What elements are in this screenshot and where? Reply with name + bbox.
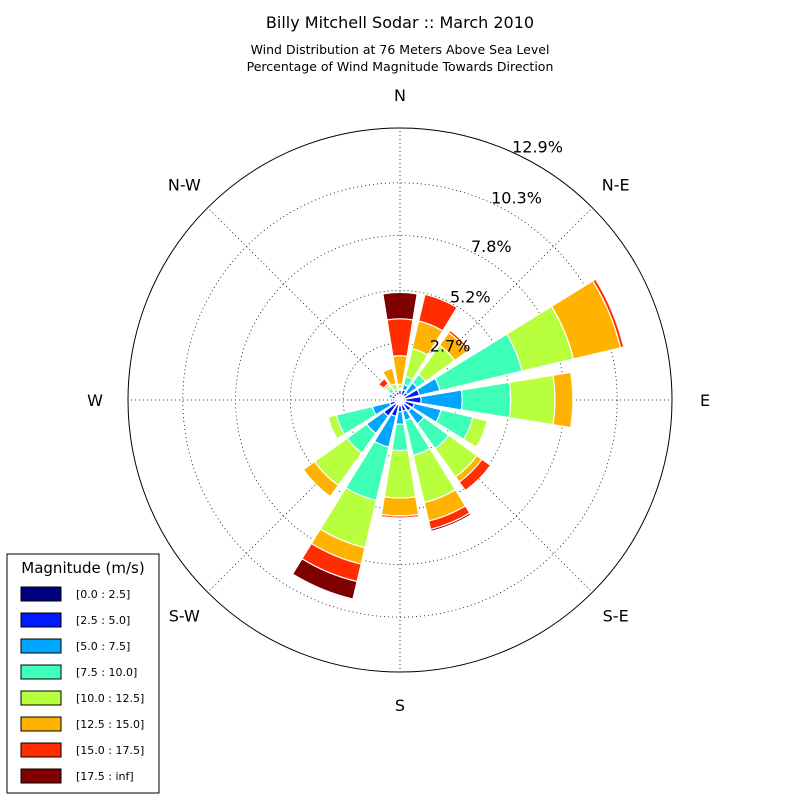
direction-label-s-e: S-E xyxy=(603,607,629,626)
legend-swatch-1 xyxy=(20,612,62,628)
grid-circle-3 xyxy=(182,182,618,618)
bar-dir-247.5-bin-4 xyxy=(327,414,346,440)
bar-dir-270-bin-2 xyxy=(389,397,394,403)
bar-dir-67.5-bin-6 xyxy=(592,278,625,349)
legend-entry-3: [7.5 : 10.0] xyxy=(76,666,137,679)
wind-bars xyxy=(291,278,625,600)
legend-swatch-3 xyxy=(20,664,62,680)
bar-dir-0-bin-6 xyxy=(386,318,414,357)
radial-tick-label-4: 12.9% xyxy=(512,138,563,157)
bar-dir-157.5-bin-7 xyxy=(429,512,472,533)
legend-swatch-6 xyxy=(20,742,62,758)
grid-spoke-5 xyxy=(207,399,401,593)
bar-dir-180-bin-3 xyxy=(391,423,409,452)
chart-title: Billy Mitchell Sodar :: March 2010 xyxy=(266,13,534,32)
radial-tick-label-3: 10.3% xyxy=(491,188,542,207)
bar-dir-45-bin-6 xyxy=(447,329,471,353)
legend-entry-2: [5.0 : 7.5] xyxy=(76,640,130,653)
chart-subtitle-line-1: Wind Distribution at 76 Meters Above Sea… xyxy=(251,42,550,57)
direction-label-w: W xyxy=(87,391,103,410)
legend-entry-6: [15.0 : 17.5] xyxy=(76,744,144,757)
radial-tick-label-1: 5.2% xyxy=(450,288,491,307)
legend-entry-4: [10.0 : 12.5] xyxy=(76,692,144,705)
bar-dir-225-bin-5 xyxy=(302,460,340,498)
bar-dir-22.5-bin-6 xyxy=(417,293,458,332)
bar-dir-112.5-bin-4 xyxy=(462,416,488,448)
direction-label-s-w: S-W xyxy=(169,607,200,626)
direction-label-n-e: N-E xyxy=(602,175,630,194)
bar-dir-180-bin-4 xyxy=(383,449,417,499)
bar-dir-180-bin-6 xyxy=(380,513,420,519)
legend-swatch-5 xyxy=(20,716,62,732)
legend-entry-1: [2.5 : 5.0] xyxy=(76,614,130,627)
direction-label-n-w: N-W xyxy=(168,175,201,194)
bar-dir-292.5-bin-2 xyxy=(387,393,394,399)
legend-swatch-4 xyxy=(20,690,62,706)
legend-swatch-2 xyxy=(20,638,62,654)
bar-dir-337.5-bin-5 xyxy=(382,367,397,387)
legend-entry-0: [0.0 : 2.5] xyxy=(76,588,130,601)
legend: Magnitude (m/s) [0.0 : 2.5] [2.5 : 5.0] [5.… xyxy=(6,553,160,794)
legend-swatch-7 xyxy=(20,768,62,784)
bar-dir-90-bin-3 xyxy=(460,381,512,419)
grid-spoke-1 xyxy=(399,207,593,401)
legend-swatch-0 xyxy=(20,586,62,602)
bar-dir-315-bin-6 xyxy=(377,377,390,390)
radial-tick-label-0: 2.7% xyxy=(430,336,471,355)
grid-spoke-7 xyxy=(207,207,401,401)
radial-tick-label-2: 7.8% xyxy=(471,237,512,256)
direction-label-e: E xyxy=(700,391,710,410)
legend-entry-5: [12.5 : 15.0] xyxy=(76,718,144,731)
bar-dir-90-bin-5 xyxy=(552,371,574,429)
legend-entry-7: [17.5 : inf] xyxy=(76,770,134,783)
direction-label-s: S xyxy=(395,696,405,715)
direction-label-n: N xyxy=(394,86,406,105)
bar-dir-90-bin-4 xyxy=(508,374,556,426)
bar-dir-135-bin-6 xyxy=(458,458,492,492)
bar-dir-202.5-bin-7 xyxy=(291,557,358,600)
legend-title: Magnitude (m/s) xyxy=(21,559,144,577)
bar-dir-0-bin-7 xyxy=(382,291,418,321)
outer-circle xyxy=(127,127,673,673)
bar-dir-180-bin-5 xyxy=(380,496,420,517)
grid-spoke-3 xyxy=(399,399,593,593)
axis-labels: N N-E E S-E S S-W W N-W 2.7% 5.2% 7.8% 10.3% 12.9% xyxy=(87,86,710,715)
chart-subtitle-line-2: Percentage of Wind Magnitude Towards Dir… xyxy=(247,59,554,74)
